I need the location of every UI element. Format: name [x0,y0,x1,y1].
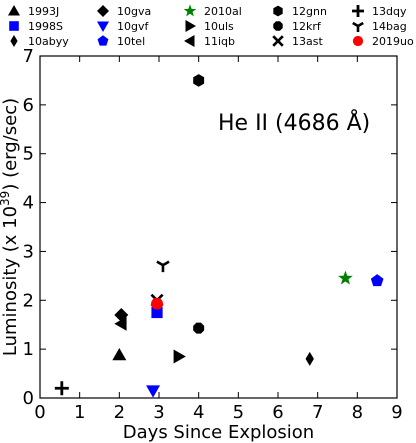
point-12gnn [193,74,205,87]
x-tick-label-4: 4 [193,402,204,423]
legend-item-11iqb: 11iqb [184,35,235,48]
point-11iqb [114,316,127,331]
legend-item-1993j: 1993J [8,5,59,18]
x-tick-label-0: 0 [34,402,45,423]
legend-marker-1998s [9,21,19,31]
legend-marker-13ast [272,35,284,47]
legend-marker-11iqb [184,35,195,47]
legend-label-14bag: 14bag [372,20,407,33]
legend-item-13ast: 13ast [272,35,323,48]
legend-item-10abyy: 10abyy [10,35,69,48]
point-13dqy [54,381,69,396]
y-tick-label-1: 1 [23,339,34,360]
x-axis-label: Days Since Explosion [123,422,314,443]
legend-marker-2019uo [352,35,364,47]
legend-item-13dqy: 13dqy [352,5,407,18]
y-tick-label-2: 2 [23,290,34,311]
x-tick-label-5: 5 [233,402,244,423]
legend-label-2010al: 2010al [204,5,242,18]
legend-marker-10gva [97,5,109,17]
legend-item-12gnn: 12gnn [273,5,327,18]
legend-marker-2010al [183,4,197,17]
legend-marker-1993j [8,5,20,16]
point-12krf [193,322,205,334]
axis-ticks: 0 1 2 3 4 5 6 7 8 9 0 1 2 3 4 5 6 7 [23,46,403,423]
legend-marker-10gvf [97,21,109,32]
x-tick-label-1: 1 [74,402,85,423]
legend-label-10gva: 10gva [117,5,151,18]
legend-marker-12krf [273,21,283,31]
x-tick-label-2: 2 [114,402,125,423]
legend-marker-10uls [185,20,196,32]
legend-item-2010al: 2010al [183,4,242,18]
point-14bag [156,260,170,273]
x-tick-label-8: 8 [352,402,363,423]
legend-item-10uls: 10uls [185,20,234,33]
y-tick-label-7: 7 [23,46,34,67]
point-10gvf [146,385,161,398]
legend-item-10gva: 10gva [97,5,151,18]
legend: 1993J 1998S 10abyy 10gva 10gvf 10tel 2010al 10u… [8,4,414,48]
point-1993j [112,348,127,361]
y-tick-label-4: 4 [23,193,34,214]
plot-frame [39,55,398,399]
legend-item-2019uo: 2019uo [352,35,414,48]
y-axis-label: Luminosity (x 1039) (erg/sec) [0,98,21,356]
legend-marker-12gnn [273,5,283,17]
legend-label-13ast: 13ast [292,35,323,48]
legend-label-13dqy: 13dqy [372,5,407,18]
legend-label-1993j: 1993J [28,5,59,18]
y-tick-label-3: 3 [23,241,34,262]
point-10uls [173,349,186,364]
y-tick-label-6: 6 [23,95,34,116]
legend-label-12krf: 12krf [292,20,322,33]
x-tick-label-7: 7 [312,402,323,423]
legend-item-1998s: 1998S [9,20,63,33]
legend-label-2019uo: 2019uo [372,35,414,48]
legend-item-14bag: 14bag [352,20,407,33]
point-1998s [151,306,163,319]
legend-label-1998s: 1998S [28,20,63,33]
legend-marker-10abyy [10,35,18,47]
y-tick-label-5: 5 [23,144,34,165]
y-tick-label-0: 0 [23,388,34,409]
point-2019uo [151,297,163,310]
x-tick-label-6: 6 [272,402,283,423]
legend-item-12krf: 12krf [273,20,322,33]
legend-marker-13dqy [352,5,364,17]
x-tick-label-9: 9 [391,402,402,423]
point-2010al [338,270,353,285]
legend-item-10gvf: 10gvf [97,20,149,33]
legend-label-12gnn: 12gnn [292,5,327,18]
legend-label-11iqb: 11iqb [204,35,235,48]
legend-label-10tel: 10tel [117,35,145,48]
legend-label-10uls: 10uls [204,20,234,33]
point-10abyy [305,351,314,366]
legend-label-10abyy: 10abyy [28,35,69,48]
annotation-he-ii: He II (4686 Å) [218,109,370,136]
point-10tel [370,274,384,287]
legend-marker-10tel [97,35,109,46]
legend-marker-14bag [352,21,364,32]
x-tick-label-3: 3 [153,402,164,423]
legend-label-10gvf: 10gvf [117,20,149,33]
data-points [54,74,384,398]
legend-item-10tel: 10tel [97,35,145,48]
